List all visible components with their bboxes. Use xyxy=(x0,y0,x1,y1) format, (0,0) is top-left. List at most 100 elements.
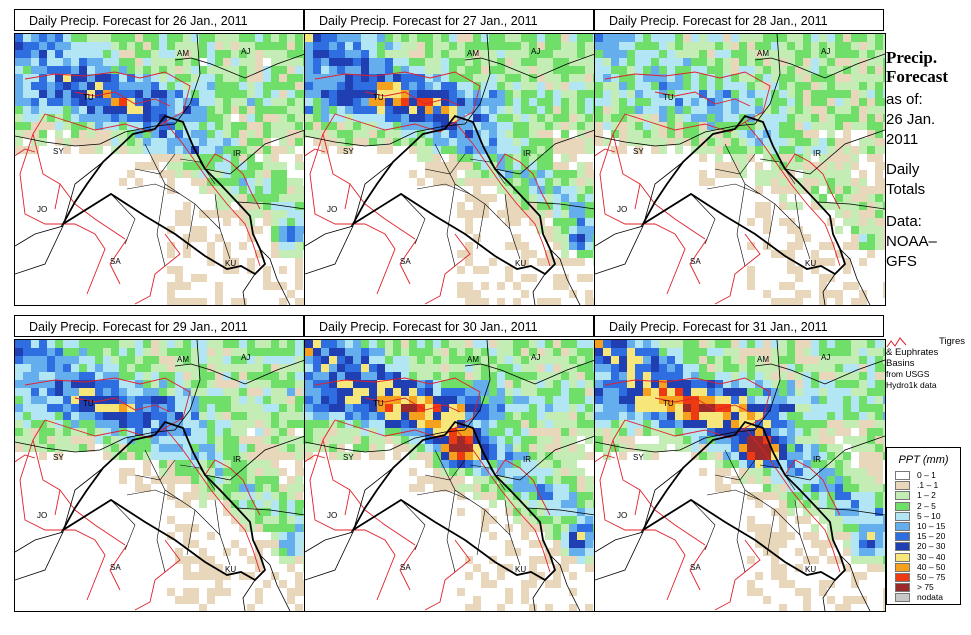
precip-cell xyxy=(595,444,603,452)
precip-cell xyxy=(811,98,819,106)
precip-cell xyxy=(611,146,619,154)
precip-cell xyxy=(827,500,835,508)
precip-cell xyxy=(683,356,691,364)
precip-cell xyxy=(329,404,337,412)
precip-cell xyxy=(875,234,883,242)
precip-cell xyxy=(859,484,867,492)
precip-cell xyxy=(553,372,561,380)
precip-cell xyxy=(763,484,771,492)
precip-cell xyxy=(545,154,553,162)
precip-cell xyxy=(361,380,369,388)
precip-cell xyxy=(715,436,723,444)
precip-cell xyxy=(843,380,851,388)
precip-cell xyxy=(409,436,417,444)
precip-cell xyxy=(255,66,263,74)
precip-cell xyxy=(667,340,675,348)
precip-cell xyxy=(819,282,827,290)
precip-cell xyxy=(223,380,231,388)
precip-cell xyxy=(731,420,739,428)
precip-cell xyxy=(15,146,23,154)
precip-cell xyxy=(175,452,183,460)
precip-cell xyxy=(545,428,553,436)
precip-cell xyxy=(489,258,497,266)
precip-cell xyxy=(175,404,183,412)
precip-cell xyxy=(337,452,345,460)
precip-cell xyxy=(859,372,867,380)
precip-cell xyxy=(537,340,545,348)
precip-cell xyxy=(787,412,795,420)
precip-cell xyxy=(377,138,385,146)
precip-cell xyxy=(199,74,207,82)
precip-cell xyxy=(215,436,223,444)
precip-cell xyxy=(739,452,747,460)
precip-cell xyxy=(585,380,593,388)
precip-cell xyxy=(545,298,553,305)
precip-cell xyxy=(15,34,23,42)
precip-cell xyxy=(497,186,505,194)
precip-cell xyxy=(433,372,441,380)
precip-cell xyxy=(353,122,361,130)
precip-cell xyxy=(489,340,497,348)
precip-cell xyxy=(883,436,885,444)
precip-cell xyxy=(183,572,191,580)
precip-cell xyxy=(207,146,215,154)
precip-cell xyxy=(803,532,811,540)
precip-cell xyxy=(763,106,771,114)
precip-cell xyxy=(31,42,39,50)
precip-cell xyxy=(795,548,803,556)
precip-cell xyxy=(425,404,433,412)
precip-cell xyxy=(667,396,675,404)
precip-cell xyxy=(883,372,885,380)
precip-cell xyxy=(441,58,449,66)
precip-cell xyxy=(313,138,321,146)
precip-cell xyxy=(295,98,303,106)
precip-cell xyxy=(231,58,239,66)
precip-cell xyxy=(313,122,321,130)
precip-cell xyxy=(15,412,23,420)
precip-cell xyxy=(771,50,779,58)
ppt-legend-swatch xyxy=(895,572,910,582)
precip-cell xyxy=(513,282,521,290)
precip-cell xyxy=(505,388,513,396)
precip-cell xyxy=(585,50,593,58)
precip-cell xyxy=(305,348,313,356)
precip-cell xyxy=(683,444,691,452)
precip-cell xyxy=(465,604,473,611)
precip-cell xyxy=(465,412,473,420)
precip-cell xyxy=(521,356,529,364)
precip-cell xyxy=(779,186,787,194)
precip-cell xyxy=(827,508,835,516)
precip-cell xyxy=(577,428,585,436)
precip-cell xyxy=(305,90,313,98)
precip-cell xyxy=(851,114,859,122)
precip-cell xyxy=(337,122,345,130)
precip-cell xyxy=(369,348,377,356)
precip-cell xyxy=(545,114,553,122)
ppt-legend-row: 1 – 2 xyxy=(887,490,960,501)
precip-cell xyxy=(883,98,885,106)
precip-cell xyxy=(577,34,585,42)
province-boundary xyxy=(706,489,761,501)
precip-cell xyxy=(867,548,875,556)
precip-cell xyxy=(803,130,811,138)
precip-cell xyxy=(175,298,183,305)
precip-cell xyxy=(31,50,39,58)
precip-cell xyxy=(859,572,867,580)
precip-cell xyxy=(795,452,803,460)
precip-cell xyxy=(223,186,231,194)
precip-cell xyxy=(207,428,215,436)
precip-cell xyxy=(271,146,279,154)
precip-cell xyxy=(819,74,827,82)
precip-cell xyxy=(755,452,763,460)
precip-cell xyxy=(529,114,537,122)
country-label: SA xyxy=(690,563,701,572)
precip-cell xyxy=(619,90,627,98)
precip-cell xyxy=(385,396,393,404)
precip-cell xyxy=(39,404,47,412)
precip-cell xyxy=(843,452,851,460)
precip-cell xyxy=(513,508,521,516)
precip-cell xyxy=(867,34,875,42)
precip-cell xyxy=(71,114,79,122)
precip-cell xyxy=(779,194,787,202)
precip-cell xyxy=(851,412,859,420)
